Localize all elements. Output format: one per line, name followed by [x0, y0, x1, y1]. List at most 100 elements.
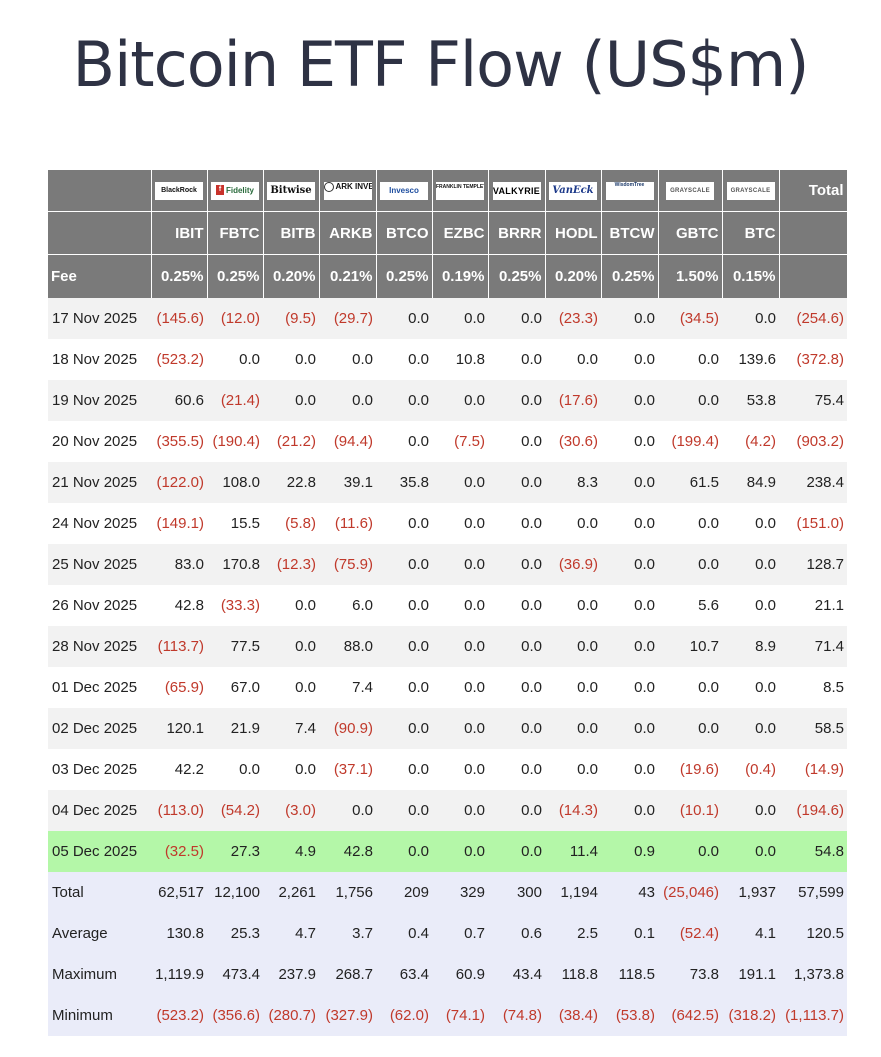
flow-cell: 0.0 — [545, 667, 601, 708]
summary-row: Minimum (523.2) (356.6) (280.7) (327.9) (62.0… — [48, 995, 847, 1036]
fee-value: 0.19% — [432, 254, 489, 298]
flow-cell: (21.2) — [263, 421, 319, 462]
flow-cell: (523.2) — [151, 339, 207, 380]
flow-cell: 0.0 — [376, 667, 432, 708]
flow-cell: 108.0 — [207, 462, 263, 503]
flow-cell: 0.0 — [488, 708, 545, 749]
flow-cell: 0.0 — [376, 626, 432, 667]
flow-cell: 0.0 — [658, 708, 722, 749]
table-row: 02 Dec 2025 120.1 21.9 7.4 (90.9) 0.0 0.0 0.0 0.… — [48, 708, 847, 749]
flow-cell: 0.0 — [601, 790, 658, 831]
flow-cell: 0.0 — [263, 626, 319, 667]
flow-cell: 0.0 — [376, 421, 432, 462]
flow-cell: 0.0 — [722, 708, 779, 749]
flow-cell: 0.0 — [545, 749, 601, 790]
logo-cell: f Fidelity — [207, 170, 264, 212]
flow-cell: (32.5) — [151, 831, 207, 872]
row-total-cell: (903.2) — [779, 421, 847, 462]
flow-cell: 0.0 — [488, 380, 545, 421]
summary-label: Minimum — [48, 995, 151, 1036]
flow-cell: 0.0 — [488, 544, 545, 585]
empty-header — [779, 254, 848, 298]
flow-cell: 60.6 — [151, 380, 207, 421]
row-total-cell: 128.7 — [779, 544, 847, 585]
logo-cell: GRAYSCALE — [658, 170, 723, 212]
date-cell: 03 Dec 2025 — [48, 749, 151, 790]
flow-cell: (74.8) — [488, 995, 545, 1036]
flow-cell: (5.8) — [263, 503, 319, 544]
summary-row: Maximum 1,119.9 473.4 237.9 268.7 63.4 60.9 43.… — [48, 954, 847, 995]
flow-cell: (355.5) — [151, 421, 207, 462]
table-row: 04 Dec 2025 (113.0) (54.2) (3.0) 0.0 0.0 0.0 0.… — [48, 790, 847, 831]
flow-cell: (642.5) — [658, 995, 722, 1036]
flow-cell: (145.6) — [151, 298, 207, 339]
flow-cell: (11.6) — [319, 503, 376, 544]
flow-cell: (34.5) — [658, 298, 722, 339]
flow-cell: 0.0 — [376, 544, 432, 585]
flow-cell: 0.6 — [488, 913, 545, 954]
row-total-cell: 1,373.8 — [779, 954, 847, 995]
table-row: 28 Nov 2025 (113.7) 77.5 0.0 88.0 0.0 0.0 0.0 0.… — [48, 626, 847, 667]
flow-cell: (7.5) — [432, 421, 488, 462]
flow-cell: 0.0 — [601, 585, 658, 626]
wisdomtree-logo: WisdomTree — [605, 181, 654, 200]
flow-cell: 0.0 — [601, 667, 658, 708]
logo-cell: ARK INVEST — [319, 170, 377, 212]
flow-cell: 62,517 — [151, 872, 207, 913]
date-cell: 21 Nov 2025 — [48, 462, 151, 503]
fidelity-mark-icon: f — [215, 185, 224, 196]
flow-cell: 300 — [488, 872, 545, 913]
logo-cell: BlackRock — [151, 170, 208, 212]
logo-cell: Bitwise — [263, 170, 320, 212]
flow-cell: (280.7) — [263, 995, 319, 1036]
invesco-logo: Invesco — [380, 181, 428, 200]
table-row: 01 Dec 2025 (65.9) 67.0 0.0 7.4 0.0 0.0 0.0 0.0 0… — [48, 667, 847, 708]
empty-header — [779, 211, 848, 255]
flow-cell: 0.0 — [722, 544, 779, 585]
flow-cell: 67.0 — [207, 667, 263, 708]
row-total-cell: (14.9) — [779, 749, 847, 790]
flow-cell: 120.1 — [151, 708, 207, 749]
flow-cell: 0.0 — [432, 667, 488, 708]
flow-cell: 0.1 — [601, 913, 658, 954]
flow-cell: 0.0 — [545, 503, 601, 544]
row-total-cell: 58.5 — [779, 708, 847, 749]
flow-cell: 139.6 — [722, 339, 779, 380]
date-cell: 04 Dec 2025 — [48, 790, 151, 831]
flow-cell: 0.0 — [601, 503, 658, 544]
fee-value: 0.21% — [319, 254, 377, 298]
flow-cell: 63.4 — [376, 954, 432, 995]
flow-cell: 22.8 — [263, 462, 319, 503]
table-row: 21 Nov 2025 (122.0) 108.0 22.8 39.1 35.8 0.0 0.… — [48, 462, 847, 503]
flow-cell: 0.0 — [488, 790, 545, 831]
flow-cell: 0.0 — [432, 298, 488, 339]
ticker-header: EZBC — [432, 211, 489, 255]
flow-cell: 0.0 — [722, 503, 779, 544]
fee-header-row: Fee 0.25% 0.25% 0.20% 0.21% 0.25% 0.19% … — [48, 254, 848, 298]
date-cell: 24 Nov 2025 — [48, 503, 151, 544]
flow-cell: 0.0 — [263, 585, 319, 626]
ticker-header: BITB — [263, 211, 320, 255]
flow-cell: 0.0 — [432, 585, 488, 626]
flow-cell: 0.0 — [432, 708, 488, 749]
flow-cell: (523.2) — [151, 995, 207, 1036]
fidelity-logo: f Fidelity — [211, 181, 259, 200]
fee-value: 0.15% — [722, 254, 780, 298]
flow-cell: (54.2) — [207, 790, 263, 831]
flow-cell: 73.8 — [658, 954, 722, 995]
flow-cell: 5.6 — [658, 585, 722, 626]
date-cell: 18 Nov 2025 — [48, 339, 151, 380]
flow-cell: 3.7 — [319, 913, 376, 954]
flow-cell: 1,119.9 — [151, 954, 207, 995]
flow-cell: 2,261 — [263, 872, 319, 913]
row-total-cell: (194.6) — [779, 790, 847, 831]
flow-cell: 0.0 — [545, 708, 601, 749]
flow-cell: (19.6) — [658, 749, 722, 790]
flow-cell: (199.4) — [658, 421, 722, 462]
flow-cell: 39.1 — [319, 462, 376, 503]
flow-cell: 10.8 — [432, 339, 488, 380]
grayscale-logo: GRAYSCALE — [726, 181, 775, 200]
row-total-cell: 8.5 — [779, 667, 847, 708]
